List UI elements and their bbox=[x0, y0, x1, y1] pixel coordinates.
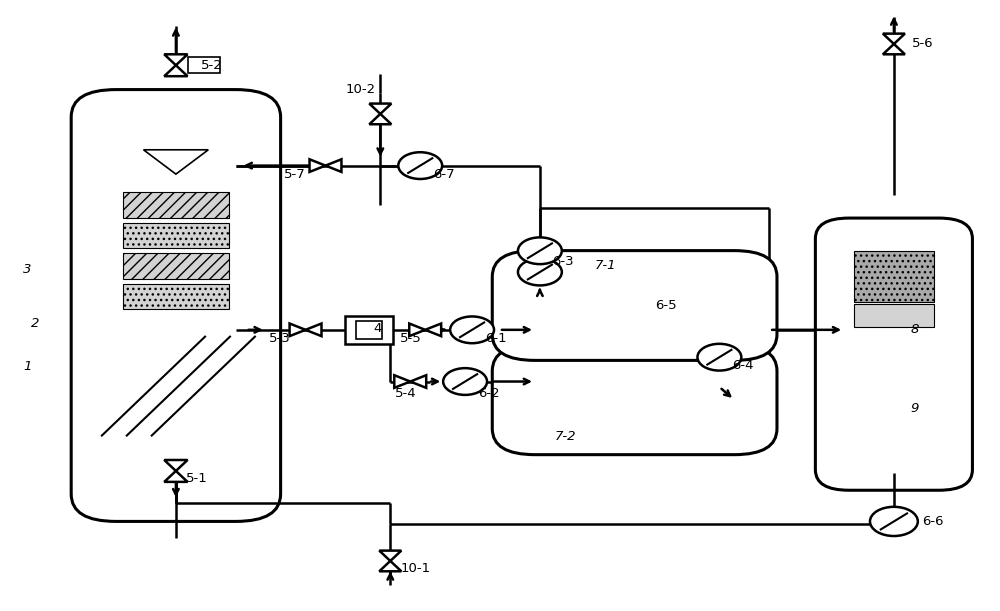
Polygon shape bbox=[164, 471, 188, 482]
Bar bbox=[188, 57, 220, 73]
Polygon shape bbox=[290, 323, 306, 336]
Text: 9: 9 bbox=[911, 403, 919, 415]
Text: 5-1: 5-1 bbox=[186, 472, 208, 485]
Text: 5-6: 5-6 bbox=[912, 37, 933, 51]
Text: 6-1: 6-1 bbox=[485, 332, 507, 345]
Bar bbox=[123, 253, 229, 279]
FancyBboxPatch shape bbox=[492, 251, 777, 360]
Polygon shape bbox=[410, 375, 426, 388]
Bar bbox=[123, 192, 229, 218]
Polygon shape bbox=[143, 150, 208, 174]
Polygon shape bbox=[379, 561, 401, 571]
FancyBboxPatch shape bbox=[71, 90, 281, 521]
FancyBboxPatch shape bbox=[815, 218, 972, 490]
Text: 3: 3 bbox=[23, 263, 32, 276]
Polygon shape bbox=[883, 34, 905, 44]
Polygon shape bbox=[425, 323, 441, 336]
Text: 4: 4 bbox=[373, 322, 382, 335]
Bar bbox=[345, 316, 393, 344]
Polygon shape bbox=[325, 159, 341, 172]
Text: 5-2: 5-2 bbox=[201, 59, 223, 71]
Text: 5-7: 5-7 bbox=[284, 168, 305, 181]
Bar bbox=[123, 223, 229, 248]
Text: 10-1: 10-1 bbox=[400, 562, 430, 575]
Polygon shape bbox=[409, 323, 425, 336]
Polygon shape bbox=[369, 114, 391, 124]
Circle shape bbox=[697, 344, 741, 371]
Circle shape bbox=[450, 316, 494, 343]
Circle shape bbox=[518, 238, 562, 264]
Polygon shape bbox=[306, 323, 321, 336]
Text: 6-5: 6-5 bbox=[656, 299, 677, 312]
Bar bbox=[854, 251, 934, 302]
Text: 6-7: 6-7 bbox=[433, 168, 455, 181]
Text: 6-3: 6-3 bbox=[552, 255, 573, 268]
Circle shape bbox=[398, 152, 442, 179]
Polygon shape bbox=[310, 159, 325, 172]
Polygon shape bbox=[394, 375, 410, 388]
Text: 7-1: 7-1 bbox=[595, 260, 616, 273]
Text: 7-2: 7-2 bbox=[555, 430, 576, 443]
Bar bbox=[854, 304, 934, 327]
Text: 1: 1 bbox=[23, 360, 32, 373]
Text: 5-3: 5-3 bbox=[269, 332, 290, 345]
Circle shape bbox=[443, 368, 487, 395]
Circle shape bbox=[870, 507, 918, 536]
Bar bbox=[356, 321, 382, 339]
Polygon shape bbox=[369, 104, 391, 114]
Bar bbox=[123, 284, 229, 309]
Polygon shape bbox=[164, 65, 188, 76]
Polygon shape bbox=[883, 44, 905, 54]
Text: 6-4: 6-4 bbox=[732, 359, 754, 371]
Text: 5-5: 5-5 bbox=[400, 332, 422, 345]
Text: 10-2: 10-2 bbox=[345, 83, 376, 96]
Text: 6-6: 6-6 bbox=[922, 515, 943, 528]
Polygon shape bbox=[164, 54, 188, 65]
Polygon shape bbox=[379, 551, 401, 561]
Text: 6-2: 6-2 bbox=[478, 387, 500, 400]
Text: 2: 2 bbox=[31, 317, 40, 331]
Text: 8: 8 bbox=[911, 323, 919, 336]
Polygon shape bbox=[164, 460, 188, 471]
Circle shape bbox=[518, 258, 562, 285]
Text: 5-4: 5-4 bbox=[395, 387, 417, 400]
FancyBboxPatch shape bbox=[492, 345, 777, 455]
